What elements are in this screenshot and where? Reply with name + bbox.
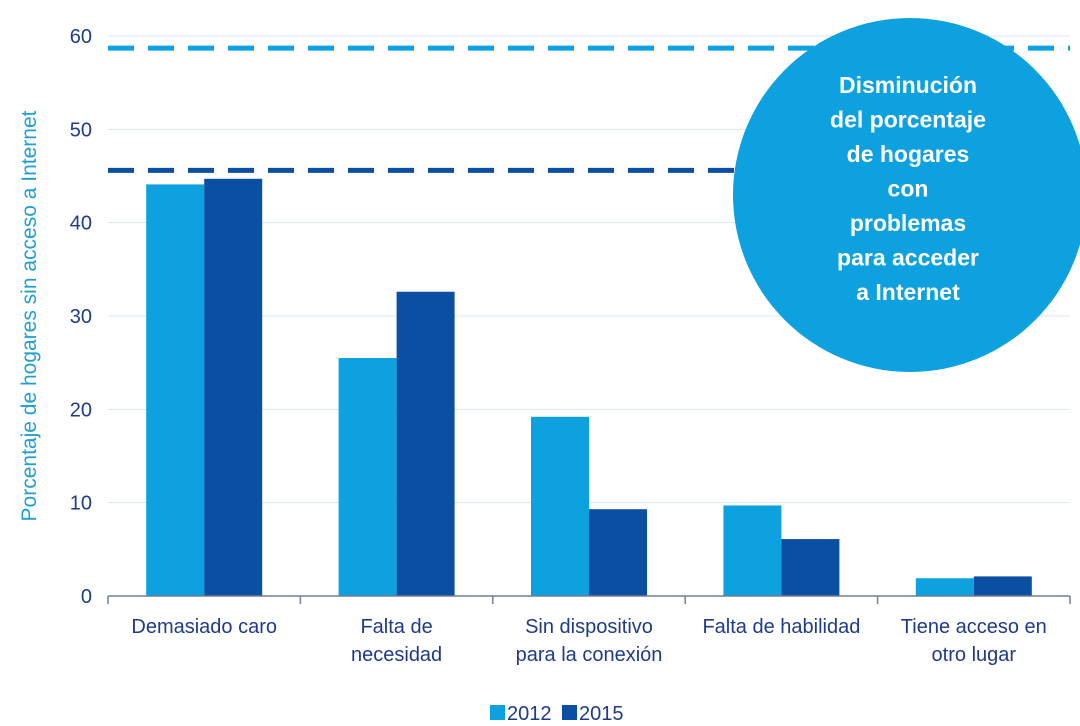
y-tick-label: 10	[70, 493, 92, 515]
callout-text: Disminución del porcentaje de hogares con pr…	[830, 72, 986, 305]
axes	[107, 595, 1071, 604]
bar-2015	[781, 539, 840, 596]
y-tick-label: 20	[70, 399, 92, 421]
callout: Disminución del porcentaje de hogares con pr…	[733, 18, 1080, 372]
category-label: Tiene acceso en otro lugar	[901, 616, 1047, 666]
y-axis-label: Porcentaje de hogares sin acceso a Inter…	[18, 110, 41, 521]
bars	[146, 178, 1032, 597]
bar-2012	[338, 358, 397, 596]
legend-label-2015: 2015	[579, 703, 624, 725]
category-label: Falta de habilidad	[702, 616, 860, 638]
bar-2012	[723, 505, 782, 596]
legend: 2012 2015	[490, 703, 624, 725]
bar-2012	[915, 578, 974, 596]
y-tick-labels: 0 10 20 30 40 50 60	[70, 26, 92, 608]
y-tick-label: 60	[70, 26, 92, 48]
legend-swatch-2015	[562, 705, 577, 720]
bar-2015	[589, 509, 647, 596]
category-labels: Demasiado caro Falta de necesidad Sin dispo…	[131, 616, 1046, 666]
y-tick-label: 30	[70, 306, 92, 328]
bar-2015	[204, 178, 263, 597]
gridlines	[108, 35, 1070, 504]
bar-2015	[396, 291, 455, 596]
category-label: Sin dispositivo para la conexión	[516, 616, 663, 666]
bar-2012	[531, 416, 589, 596]
category-label: Falta de necesidad	[351, 616, 442, 666]
y-tick-label: 0	[81, 586, 92, 608]
y-tick-label: 40	[70, 213, 92, 235]
bar-2015	[973, 576, 1032, 596]
y-tick-label: 50	[70, 119, 92, 141]
legend-label-2012: 2012	[507, 703, 552, 725]
callout-circle	[733, 18, 1080, 372]
bar-2012	[146, 184, 205, 596]
category-label: Demasiado caro	[131, 616, 277, 638]
legend-swatch-2012	[490, 705, 505, 720]
